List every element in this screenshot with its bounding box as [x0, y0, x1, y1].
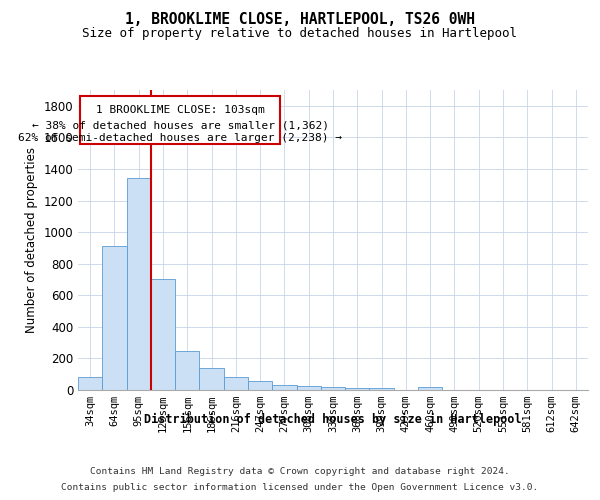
Bar	[127, 178, 151, 390]
Text: Distribution of detached houses by size in Hartlepool: Distribution of detached houses by size …	[144, 412, 522, 426]
Text: ← 38% of detached houses are smaller (1,362): ← 38% of detached houses are smaller (1,…	[32, 120, 329, 130]
Bar	[151, 278, 175, 390]
Bar	[418, 387, 442, 390]
Bar	[102, 246, 127, 390]
Text: Contains HM Land Registry data © Crown copyright and database right 2024.: Contains HM Land Registry data © Crown c…	[90, 468, 510, 476]
Bar	[248, 382, 272, 390]
Bar	[345, 388, 370, 390]
Bar	[296, 386, 321, 390]
Bar	[272, 386, 296, 390]
Bar	[370, 388, 394, 390]
Text: 1 BROOKLIME CLOSE: 103sqm: 1 BROOKLIME CLOSE: 103sqm	[95, 105, 265, 115]
Bar	[80, 96, 280, 144]
Text: Contains public sector information licensed under the Open Government Licence v3: Contains public sector information licen…	[61, 482, 539, 492]
Bar	[224, 378, 248, 390]
Text: 1, BROOKLIME CLOSE, HARTLEPOOL, TS26 0WH: 1, BROOKLIME CLOSE, HARTLEPOOL, TS26 0WH	[125, 12, 475, 28]
Bar	[78, 378, 102, 390]
Bar	[321, 387, 345, 390]
Text: 62% of semi-detached houses are larger (2,238) →: 62% of semi-detached houses are larger (…	[18, 134, 342, 143]
Bar	[175, 352, 199, 390]
Bar	[199, 368, 224, 390]
Y-axis label: Number of detached properties: Number of detached properties	[25, 147, 38, 333]
Text: Size of property relative to detached houses in Hartlepool: Size of property relative to detached ho…	[83, 28, 517, 40]
